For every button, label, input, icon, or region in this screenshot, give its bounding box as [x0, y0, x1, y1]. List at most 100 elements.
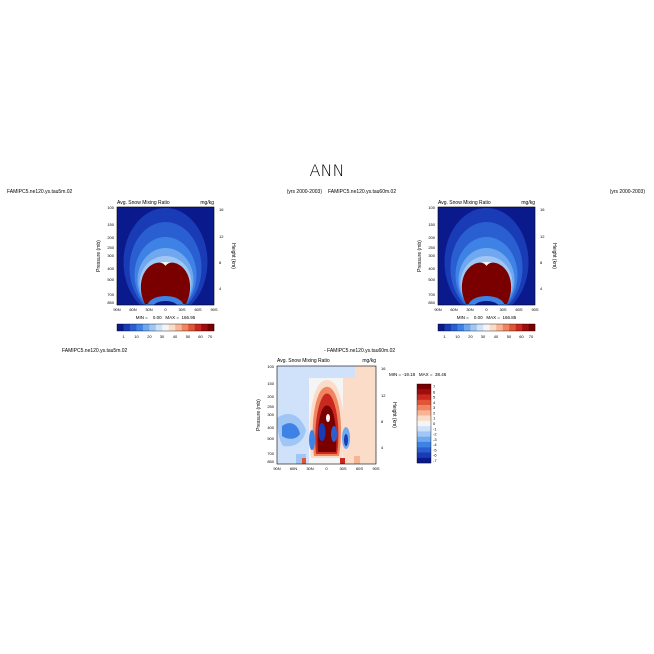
panel-b-x-axis: 90N 60N 30N 0 30S 60S 90S [434, 307, 539, 312]
panel-b-colorbar-frame [437, 323, 536, 332]
panel-a-colorbar-label: 30 [160, 334, 165, 339]
panel-b-left-axis: 100 150 200 250 300 400 500 700 850 Pres… [417, 205, 436, 305]
panel-a-ylabel: Pressure (mb) [96, 240, 102, 272]
colorbar-swatch [129, 324, 137, 331]
panel-b-case-label: FAMIPC5.ne120.ys.tau60m.02 [328, 189, 396, 195]
panel-b-y-tick: 150 [428, 222, 435, 227]
panel-a-colorbar-label: 20 [147, 334, 152, 339]
colorbar-swatch [417, 441, 431, 448]
panel-a-y-tick: 850 [107, 300, 114, 305]
colorbar-swatch [417, 399, 431, 406]
colorbar-swatch [188, 324, 195, 331]
panel-c-right-axis: 16 12 8 4 Height (km) [381, 366, 397, 450]
panel-c-colorbar-label: -5 [433, 447, 437, 452]
colorbar-swatch [417, 436, 431, 443]
panel-a: FAMIPC5.ne120.ys.tau5m.02 (yrs 2000-2003… [7, 189, 322, 339]
panel-c-colorbar-label: 4 [433, 400, 436, 405]
colorbar-swatch [463, 324, 471, 331]
page-title: ANN [310, 161, 345, 180]
panel-b-y-tick: 700 [428, 292, 435, 297]
panel-a-y-tick: 200 [107, 235, 114, 240]
panel-a-plot-title: Avg. Snow Mixing Ratio [117, 200, 170, 206]
panel-a-y-tick: 500 [107, 277, 114, 282]
colorbar-swatch [417, 426, 431, 432]
panel-a-frame [116, 206, 215, 306]
panel-b-x-tick: 30N [466, 307, 473, 312]
colorbar-swatch [528, 324, 536, 331]
panel-b-x-tick: 0 [485, 307, 488, 312]
panel-a-colorbar-label: 50 [186, 334, 191, 339]
panel-b-colorbar-label: 40 [494, 334, 499, 339]
panel-c-y-tick: 500 [267, 436, 274, 441]
colorbar-swatch [207, 324, 215, 331]
panel-a-y-tick: 150 [107, 222, 114, 227]
panel-a-y-tick: 300 [107, 253, 114, 258]
panel-c-negative-flank-left [309, 430, 315, 450]
panel-a-colorbar-label: 60 [198, 334, 203, 339]
panel-b-colorbar-label: 30 [481, 334, 486, 339]
panel-b-colorbar-label: 60 [519, 334, 524, 339]
colorbar-swatch [142, 324, 150, 331]
panel-c-ylabel-right: Height (km) [391, 402, 397, 428]
panel-c-height-tick: 12 [381, 393, 386, 398]
colorbar-swatch [417, 394, 431, 400]
panel-a-stats: MIN = 0.00 MAX = 166.95 [136, 315, 196, 320]
panel-a-core [140, 262, 191, 304]
panel-b-y-tick: 250 [428, 245, 435, 250]
panel-c-x-tick: 60S [356, 466, 363, 471]
panel-c-stats: MIN = -19.18 MAX = 38.46 [389, 372, 447, 377]
panel-c-negative-flank-right-dark [344, 434, 348, 446]
panel-b-x-tick: 60N [450, 307, 457, 312]
panel-b-colorbar-swatches [438, 324, 536, 331]
panel-a-height-tick: 8 [219, 260, 222, 265]
colorbar-swatch [457, 324, 465, 331]
panel-c-colorbar-label: 3 [433, 405, 436, 410]
colorbar-swatch [417, 431, 431, 437]
panel-a-y-tick: 250 [107, 245, 114, 250]
panel-a-colorbar-label: 40 [173, 334, 178, 339]
panel-a-x-tick: 60S [194, 307, 201, 312]
panel-c: FAMIPC5.ne120.ys.tau5m.02 - FAMIPC5.ne12… [62, 348, 447, 471]
panel-c-x-tick: 60N [290, 466, 297, 471]
colorbar-swatch [417, 410, 431, 416]
colorbar-swatch [194, 324, 202, 331]
panel-a-x-tick: 30N [145, 307, 152, 312]
panel-c-left-patch-dark [282, 423, 300, 439]
panel-c-x-tick: 30N [306, 466, 313, 471]
panel-b-height-tick: 4 [540, 286, 543, 291]
panel-c-y-tick: 300 [267, 412, 274, 417]
panel-a-x-tick: 90S [210, 307, 217, 312]
panel-b-colorbar-label: 10 [455, 334, 460, 339]
panel-b-height-tick: 8 [540, 260, 543, 265]
panel-a-x-tick: 60N [129, 307, 136, 312]
panel-b-period-label: (yrs 2000-2003) [610, 189, 646, 195]
colorbar-swatch [162, 324, 169, 331]
panel-c-frame [276, 365, 377, 465]
panel-c-negative-core-left [318, 423, 326, 441]
panel-b-colorbar: 1 10 20 30 40 50 60 70 [437, 323, 536, 339]
panel-c-colorbar-label: -1 [433, 426, 437, 431]
panel-c-colorbar-label: 6 [433, 389, 436, 394]
panel-c-colorbar-label: 0 [433, 421, 436, 426]
panel-b-colorbar-label: 70 [529, 334, 534, 339]
panel-b-y-tick: 300 [428, 253, 435, 258]
panel-a-x-tick: 90N [113, 307, 120, 312]
colorbar-swatch [444, 324, 452, 331]
panel-c-y-tick: 700 [267, 451, 274, 456]
panel-a-case-label: FAMIPC5.ne120.ys.tau5m.02 [7, 189, 73, 195]
panel-a-surface-low-core [153, 301, 178, 305]
colorbar-swatch [438, 324, 445, 331]
panel-c-colorbar-label: -6 [433, 453, 437, 458]
colorbar-swatch [417, 415, 431, 422]
panel-a-y-tick: 100 [107, 205, 114, 210]
panel-b-surface-low-core [474, 301, 499, 305]
colorbar-swatch [168, 324, 176, 331]
panel-c-diff-label: - FAMIPC5.ne120.ys.tau60m.02 [324, 348, 395, 354]
panel-c-left-axis: 100 150 200 250 300 400 500 700 850 Pres… [256, 364, 275, 464]
colorbar-swatch [489, 324, 497, 331]
panel-a-surface-low [147, 296, 184, 305]
panel-c-units: mg/kg [362, 358, 376, 364]
panel-b-x-tick: 90N [434, 307, 441, 312]
panel-b-surface-low [468, 296, 505, 305]
